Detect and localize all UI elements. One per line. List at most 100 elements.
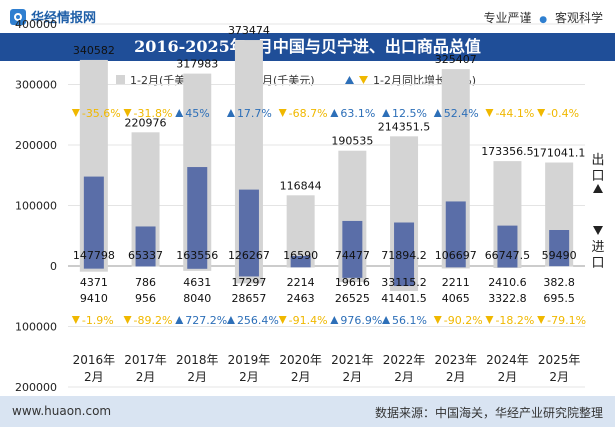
label-export-1-2m: 171041.1 — [533, 147, 586, 160]
up-triangle-icon — [175, 109, 184, 117]
x-tick-label: 2016年 — [73, 353, 116, 367]
x-tick-label: 2月 — [446, 370, 466, 384]
site-name: 华经情报网 — [31, 11, 97, 26]
growth-rate-label: -44.1% — [495, 107, 534, 120]
bar-import-1-2m — [493, 266, 522, 269]
bar-import-2m — [497, 266, 518, 268]
bar-export-2m — [290, 255, 311, 266]
label-export-2m: 106697 — [435, 249, 477, 262]
growth-rate-label: 727.2% — [185, 314, 227, 327]
top-bar: 华经情报网 专业严谨 ● 客观科学 — [0, 0, 615, 33]
x-tick-label: 2月 — [187, 370, 207, 384]
bars — [79, 40, 574, 292]
down-triangle-icon — [433, 316, 442, 324]
y-tick-label: 200000 — [15, 381, 57, 394]
side-label-import: 进 — [591, 240, 604, 255]
down-triangle-icon — [71, 109, 80, 117]
label-export-1-2m: 214351.5 — [378, 120, 431, 133]
bar-export-1-2m — [545, 162, 574, 266]
up-triangle-icon — [330, 109, 339, 117]
y-tick-label: 0 — [50, 260, 57, 273]
label-import-2m: 2410.6 — [488, 276, 527, 289]
legend-down-triangle — [359, 76, 368, 84]
bar-import-1-2m — [234, 266, 263, 284]
y-tick-label: 100000 — [15, 200, 57, 213]
footer: www.huaon.com 数据来源：中国海关，华经产业研究院整理 — [0, 396, 615, 427]
header-tags: 专业严谨 ● 客观科学 — [479, 9, 603, 26]
site-logo[interactable]: 华经情报网 — [10, 7, 96, 26]
up-triangle-icon — [226, 109, 235, 117]
label-import-2m: 786 — [135, 276, 156, 289]
y-tick-label: 100000 — [15, 321, 57, 334]
legend: 1-2月(千美元) 2月(千美元) 1-2月同比增长率(%) — [116, 73, 476, 87]
legend-label-s3: 1-2月同比增长率(%) — [373, 73, 476, 87]
label-export-2m: 126267 — [228, 249, 270, 262]
bar-export-1-2m — [286, 195, 315, 266]
label-export-2m: 74477 — [335, 249, 370, 262]
label-export-2m: 66747.5 — [485, 249, 531, 262]
tag-rigorous: 专业严谨 — [483, 11, 532, 25]
arrow-down-icon — [593, 226, 603, 235]
label-import-1-2m: 41401.5 — [381, 292, 427, 305]
up-triangle-icon — [382, 316, 391, 324]
footer-source: 数据来源：中国海关，华经产业研究院整理 — [374, 406, 603, 420]
down-triangle-icon — [537, 316, 546, 324]
bar-export-2m — [445, 201, 466, 266]
bar-import-1-2m — [441, 266, 470, 269]
bar-import-1-2m — [338, 266, 367, 283]
legend-swatch-s2 — [241, 75, 250, 84]
side-label-export: 出 — [591, 153, 604, 168]
x-tick-label: 2025年 — [538, 353, 581, 367]
label-export-1-2m: 190535 — [331, 135, 373, 148]
bar-export-2m — [549, 230, 570, 266]
down-triangle-icon — [123, 109, 132, 117]
label-import-1-2m: 28657 — [231, 292, 266, 305]
up-triangle-icon — [433, 109, 442, 117]
label-import-2m: 382.8 — [543, 276, 575, 289]
growth-rate-label: 12.5% — [392, 107, 427, 120]
down-triangle-icon — [123, 316, 132, 324]
label-import-1-2m: 695.5 — [543, 292, 575, 305]
x-tick-label: 2020年 — [279, 353, 322, 367]
x-tick-label: 2月 — [84, 370, 104, 384]
down-triangle-icon — [71, 316, 80, 324]
down-triangle-icon — [485, 316, 494, 324]
bar-export-2m — [394, 222, 415, 266]
bar-export-2m — [135, 226, 156, 266]
label-export-1-2m: 220976 — [125, 116, 167, 129]
label-import-1-2m: 26525 — [335, 292, 370, 305]
bar-import-1-2m — [131, 266, 160, 267]
growth-rate-label: -90.2% — [444, 314, 483, 327]
growth-rate-label: -79.1% — [547, 314, 586, 327]
legend-label-s1: 1-2月(千美元) — [130, 74, 201, 87]
bar-import-2m — [187, 266, 208, 269]
growth-rate-label: -68.7% — [289, 107, 328, 120]
growth-rate-label: 52.4% — [444, 107, 479, 120]
bar-import-2m — [238, 266, 259, 277]
bar-export-1-2m — [338, 150, 367, 266]
label-import-1-2m: 2463 — [287, 292, 315, 305]
arrow-up-icon — [593, 184, 603, 193]
label-import-2m: 19616 — [335, 276, 370, 289]
label-import-1-2m: 956 — [135, 292, 156, 305]
bar-export-2m — [187, 167, 208, 266]
tag-objective: 客观科学 — [554, 11, 603, 25]
label-export-2m: 147798 — [73, 249, 115, 262]
label-export-2m: 16590 — [283, 249, 318, 262]
x-tick-label: 2月 — [394, 370, 414, 384]
label-import-2m: 2214 — [287, 276, 315, 289]
label-export-2m: 163556 — [176, 249, 218, 262]
bar-export-1-2m — [131, 132, 160, 266]
growth-rate-label: 976.9% — [340, 314, 382, 327]
down-triangle-icon — [485, 109, 494, 117]
logo-icon — [10, 8, 26, 25]
y-tick-label: 300000 — [15, 79, 57, 92]
legend-up-triangle — [345, 76, 354, 84]
label-export-1-2m: 116844 — [280, 179, 322, 192]
label-import-1-2m: 8040 — [183, 292, 211, 305]
up-triangle-icon — [226, 316, 235, 324]
bar-import-2m — [394, 266, 415, 287]
footer-website[interactable]: www.huaon.com — [12, 404, 112, 418]
label-import-2m: 33115.2 — [381, 276, 427, 289]
